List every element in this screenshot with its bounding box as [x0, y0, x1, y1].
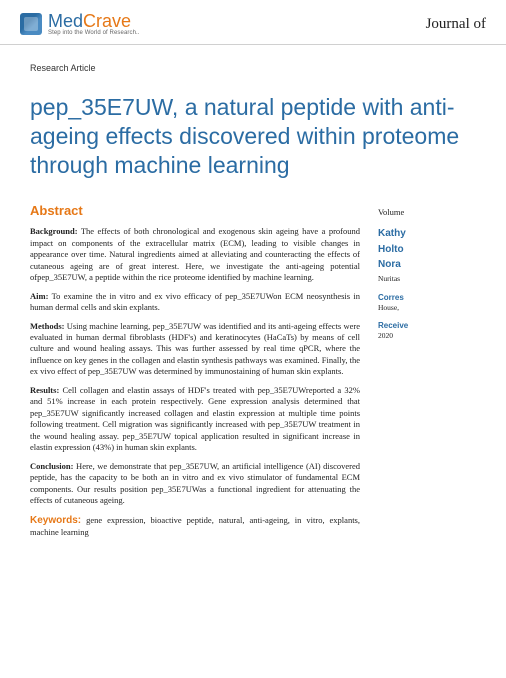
keywords-line: Keywords: gene expression, bioactive pep…	[30, 514, 360, 539]
volume-line: Volume	[378, 207, 506, 217]
article-title: pep_35E7UW, a natural peptide with anti-…	[30, 93, 506, 179]
conclusion-label: Conclusion:	[30, 461, 73, 471]
received-block: Receive 2020	[378, 321, 506, 341]
logo-med: Med	[48, 11, 83, 31]
journal-title: Journal of	[426, 16, 486, 33]
publisher-logo: MedCrave Step into the World of Research…	[20, 12, 140, 36]
meta-sidebar: Volume Kathy Holto Nora Nuritas Corres H…	[378, 203, 506, 545]
background-text: The effects of both chronological and ex…	[30, 226, 360, 282]
logo-text: MedCrave Step into the World of Research…	[48, 12, 140, 36]
correspondence-label: Corres	[378, 293, 404, 302]
methods-label: Methods:	[30, 321, 64, 331]
author-name-1: Kathy	[378, 227, 506, 241]
aim-text: To examine the in vitro and ex vivo effi…	[30, 291, 360, 312]
background-label: Background:	[30, 226, 78, 236]
aim-label: Aim:	[30, 291, 48, 301]
abstract-conclusion: Conclusion: Here, we demonstrate that pe…	[30, 461, 360, 507]
received-label: Receive	[378, 321, 408, 330]
abstract-background: Background: The effects of both chronolo…	[30, 226, 360, 283]
methods-text: Using machine learning, pep_35E7UW was i…	[30, 321, 360, 377]
received-text: 2020	[378, 331, 393, 340]
abstract-heading: Abstract	[30, 203, 360, 218]
correspondence-block: Corres House,	[378, 293, 506, 313]
affiliation: Nuritas	[378, 274, 506, 283]
logo-crave: Crave	[83, 11, 131, 31]
article-type: Research Article	[30, 63, 506, 73]
results-label: Results:	[30, 385, 59, 395]
conclusion-text: Here, we demonstrate that pep_35E7UW, an…	[30, 461, 360, 505]
logo-wordmark: MedCrave	[48, 12, 140, 30]
article-content: Research Article pep_35E7UW, a natural p…	[0, 45, 506, 546]
keywords-label: Keywords:	[30, 515, 81, 526]
logo-icon	[20, 13, 42, 35]
logo-tagline: Step into the World of Research..	[48, 30, 140, 36]
page-header: MedCrave Step into the World of Research…	[0, 0, 506, 45]
abstract-results: Results: Cell collagen and elastin assay…	[30, 385, 360, 454]
abstract-methods: Methods: Using machine learning, pep_35E…	[30, 321, 360, 378]
correspondence-text: House,	[378, 303, 399, 312]
abstract-aim: Aim: To examine the in vitro and ex vivo…	[30, 291, 360, 314]
author-name-3: Nora	[378, 258, 506, 272]
author-name-2: Holto	[378, 243, 506, 257]
two-column-layout: Abstract Background: The effects of both…	[30, 203, 506, 545]
abstract-column: Abstract Background: The effects of both…	[30, 203, 360, 545]
results-text: Cell collagen and elastin assays of HDF'…	[30, 385, 360, 452]
